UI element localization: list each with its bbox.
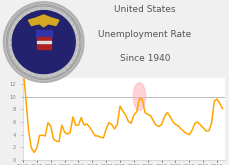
Text: United States: United States <box>114 5 175 14</box>
Polygon shape <box>28 15 59 27</box>
Text: Since 1940: Since 1940 <box>119 54 169 64</box>
Polygon shape <box>7 5 81 79</box>
Polygon shape <box>36 30 51 37</box>
Polygon shape <box>12 11 75 74</box>
Circle shape <box>133 83 145 111</box>
Polygon shape <box>9 7 78 77</box>
Polygon shape <box>37 37 50 41</box>
Polygon shape <box>3 2 84 82</box>
Text: Unemployment Rate: Unemployment Rate <box>98 30 191 39</box>
Polygon shape <box>37 41 50 43</box>
Polygon shape <box>37 43 50 49</box>
